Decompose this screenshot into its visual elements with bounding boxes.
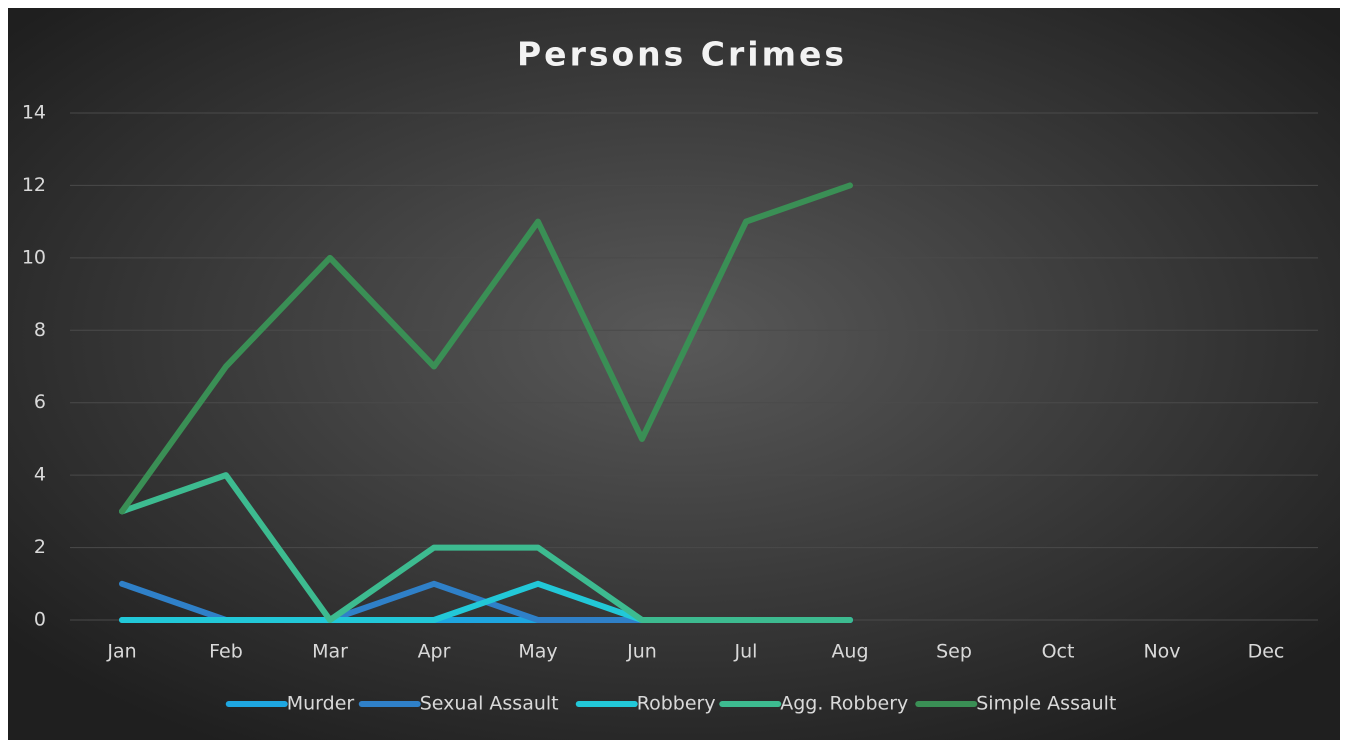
x-tick-label: Feb	[209, 641, 243, 663]
y-tick-label: 12	[22, 174, 46, 196]
x-tick-label: Oct	[1042, 641, 1075, 663]
x-tick-label: Jul	[734, 641, 758, 663]
y-tick-label: 14	[22, 102, 46, 124]
x-tick-label: Aug	[831, 641, 868, 663]
chart-title: Persons Crimes	[517, 35, 847, 74]
x-tick-label: Nov	[1143, 641, 1180, 663]
y-tick-label: 10	[22, 246, 46, 268]
y-tick-label: 8	[34, 319, 46, 341]
y-tick-label: 6	[34, 391, 46, 413]
x-tick-label: Apr	[418, 641, 451, 663]
legend-label: Agg. Robbery	[780, 693, 908, 715]
legend-label: Murder	[287, 693, 355, 715]
x-tick-label: May	[518, 641, 557, 663]
legend-label: Simple Assault	[976, 693, 1116, 715]
x-tick-label: Jan	[106, 641, 136, 663]
series-line	[119, 472, 853, 623]
legend-label: Robbery	[637, 693, 716, 715]
x-tick-label: Jun	[626, 641, 657, 663]
x-tick-label: Dec	[1248, 641, 1285, 663]
y-tick-label: 2	[34, 536, 46, 558]
y-tick-label: 0	[34, 609, 46, 631]
x-tick-label: Mar	[312, 641, 348, 663]
y-tick-label: 4	[34, 464, 46, 486]
x-tick-label: Sep	[936, 641, 972, 663]
series-line	[119, 182, 853, 515]
legend-label: Sexual Assault	[420, 693, 559, 715]
